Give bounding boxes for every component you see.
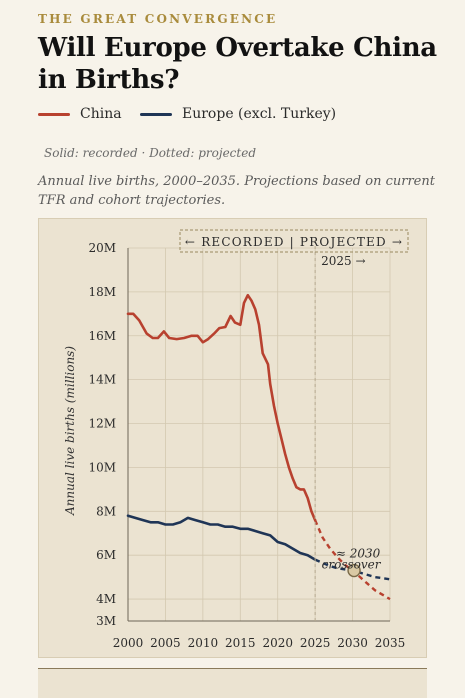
x-tick-label: 2035 [375,636,406,650]
births-line-chart: 3M 4M 6M 8M 10M 12M 14M 16M 18M 20M 2000 2005 2010 20… [63,229,409,650]
y-tick-label: 12M [88,417,116,431]
page-title: Will Europe Overtake China in Births? [38,33,437,95]
divider-label: 2025 → [321,254,365,268]
y-tick-label: 14M [88,373,116,387]
legend-item-china: China [38,106,122,122]
chart-card [38,218,427,658]
legend-swatch-europe [140,112,172,116]
y-axis-label: Annual live births (millions) [63,346,77,516]
crossover-marker [347,563,361,578]
x-tick-label: 2025 [300,636,331,650]
x-tick-label: 2000 [113,636,144,650]
next-card [38,668,427,698]
line-style-note: Solid: recorded · Dotted: projected [44,146,257,160]
y-tick-label: 3M [96,614,116,628]
y-tick-label: 18M [88,285,116,299]
x-tick-label: 2030 [337,636,368,650]
legend-swatch-china [38,112,70,116]
y-tick-label: 20M [88,241,116,255]
y-tick-label: 10M [88,460,116,474]
chart-annotations: 2025 → ← RECORDED | PROJECTED → ≈ 2030cros… [179,229,409,621]
phase-banner: ← RECORDED | PROJECTED → [185,235,403,249]
series-line-china-recorded [126,293,317,522]
chart-axes: 3M 4M 6M 8M 10M 12M 14M 16M 18M 20M 2000 2005 2010 20… [63,241,405,650]
chart-series [126,293,391,601]
y-tick-label: 6M [96,548,116,562]
crossover-sublabel: crossover [322,558,382,572]
series-line-europe-recorded [126,514,317,561]
legend-label-china: China [80,106,122,122]
x-tick-label: 2005 [150,636,181,650]
y-tick-label: 4M [96,592,116,606]
y-tick-label: 16M [88,329,116,343]
kicker: THE GREAT CONVERGENCE [38,12,278,26]
x-tick-label: 2015 [225,636,256,650]
x-tick-label: 2010 [188,636,219,650]
legend-item-europe: Europe (excl. Turkey) [140,106,336,122]
x-tick-label: 2020 [262,636,293,650]
legend-label-europe: Europe (excl. Turkey) [182,106,337,122]
y-tick-label: 8M [96,504,116,518]
chart-subtitle: Annual live births, 2000–2035. Projectio… [38,174,435,208]
crossover-label: ≈ 2030 [336,547,381,561]
